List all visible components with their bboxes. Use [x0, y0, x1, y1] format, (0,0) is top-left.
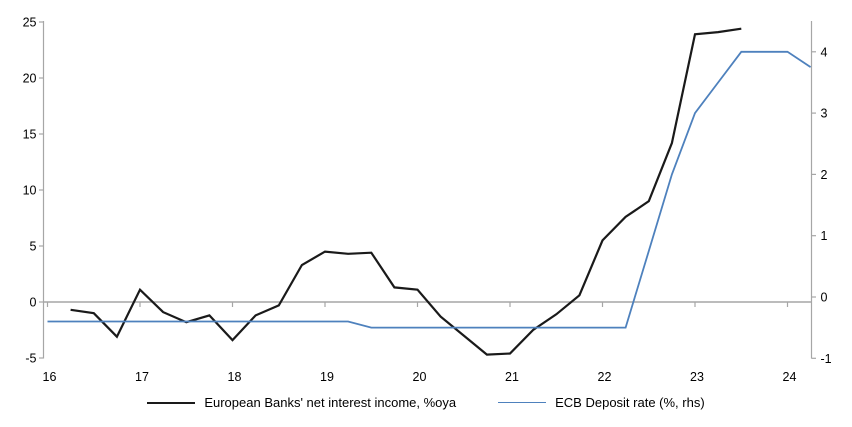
x-axis-tick-label: 20 [413, 370, 427, 384]
x-axis-tick-label: 18 [228, 370, 242, 384]
x-axis-zero-line: 16 17 18 19 20 21 22 23 24 [43, 301, 812, 384]
series-lines [47, 27, 812, 356]
right-axis-tick-label: -1 [821, 352, 832, 366]
deposit-rate-line [47, 50, 812, 329]
right-axis-tick-label: 2 [821, 168, 828, 182]
legend: European Banks' net interest income, %oy… [0, 395, 852, 410]
right-axis: -1 0 1 2 3 4 [810, 21, 832, 366]
left-axis: -5 0 5 10 15 20 25 [23, 16, 45, 366]
legend-item-nii: European Banks' net interest income, %oy… [147, 395, 456, 410]
x-axis-tick-label: 17 [135, 370, 149, 384]
right-axis-tick-label: 3 [821, 107, 828, 121]
left-axis-tick-label: 15 [23, 128, 37, 142]
x-axis-tick-label: 19 [320, 370, 334, 384]
nii-line-swatch-icon [147, 401, 196, 404]
right-axis-tick-label: 4 [821, 45, 828, 59]
deposit-rate-line-swatch-icon [498, 402, 547, 403]
x-axis-tick-label: 21 [505, 370, 519, 384]
x-axis-tick-label: 23 [690, 370, 704, 384]
legend-label-deposit-rate: ECB Deposit rate (%, rhs) [555, 395, 705, 410]
left-axis-tick-label: 5 [30, 240, 37, 254]
nii-line [70, 27, 742, 356]
legend-label-nii: European Banks' net interest income, %oy… [204, 395, 457, 410]
left-axis-tick-label: 10 [23, 184, 37, 198]
x-axis-tick-label: 22 [598, 370, 612, 384]
x-axis-tick-label: 24 [783, 370, 797, 384]
legend-item-deposit-rate: ECB Deposit rate (%, rhs) [498, 395, 705, 410]
left-axis-tick-label: 0 [30, 296, 37, 310]
left-axis-tick-label: -5 [25, 352, 36, 366]
right-axis-tick-label: 0 [821, 291, 828, 305]
x-axis-tick-label: 16 [43, 370, 57, 384]
right-axis-tick-label: 1 [821, 229, 828, 243]
left-axis-tick-label: 25 [23, 16, 37, 30]
left-axis-tick-label: 20 [23, 72, 37, 86]
